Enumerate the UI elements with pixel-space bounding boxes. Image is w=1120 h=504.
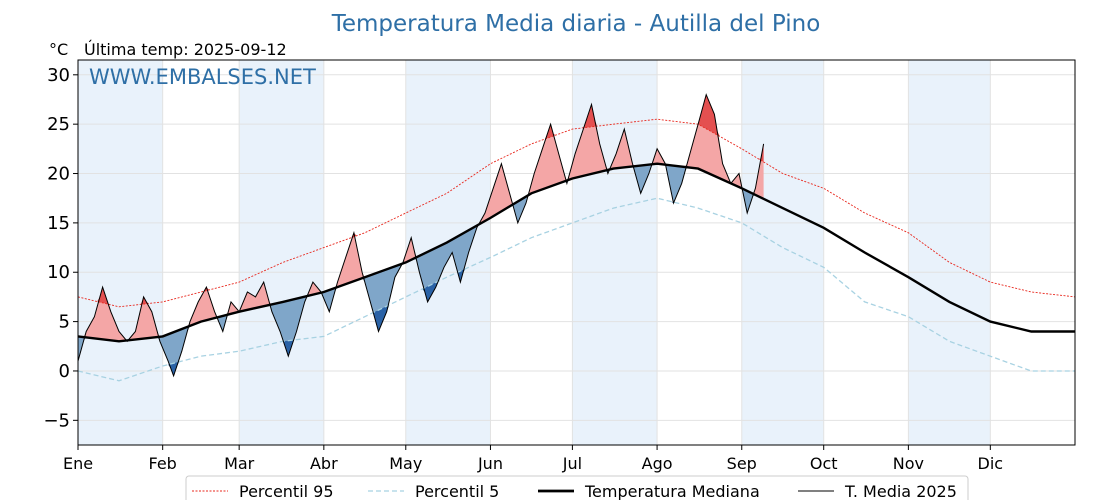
y-tick-label: 30 xyxy=(47,65,70,86)
x-tick-label: Jun xyxy=(477,454,503,473)
plot-frame xyxy=(77,59,1076,446)
month-band xyxy=(572,60,658,445)
legend-box xyxy=(185,475,969,504)
legend-label-p95: Percentil 95 xyxy=(239,482,334,500)
y-tick-label: 0 xyxy=(59,361,70,382)
y-tick-label: 10 xyxy=(47,262,70,283)
plot-area: −5 0 5 10 15 20 25 30 Ene Feb Mar Abr May Jun Jul Ago Se… xyxy=(43,59,1076,473)
watermark: WWW.EMBALSES.NET xyxy=(89,65,316,89)
fill-below-median xyxy=(78,163,764,376)
month-band xyxy=(78,60,163,445)
month-band xyxy=(741,60,824,445)
x-tick-label: Jul xyxy=(562,454,582,473)
y-tick-label: 15 xyxy=(47,213,70,234)
unit-label: °C xyxy=(49,40,68,59)
series-line-p95 xyxy=(77,118,1076,308)
last-temp-label: Última temp: 2025-09-12 xyxy=(84,40,287,59)
y-tick-label: 20 xyxy=(47,164,70,185)
y-tick-label: −5 xyxy=(43,410,70,431)
month-band xyxy=(908,60,991,445)
x-tick-label: Sep xyxy=(727,454,757,473)
x-tick-label: Ene xyxy=(63,454,93,473)
y-tick-label: 5 xyxy=(59,312,70,333)
fill-above-median xyxy=(78,94,764,342)
x-tick-label: Mar xyxy=(224,454,255,473)
x-tick-label: Nov xyxy=(893,454,924,473)
series-line-media2025 xyxy=(77,93,765,378)
x-tick-label: Feb xyxy=(149,454,177,473)
x-tick-label: Ago xyxy=(642,454,673,473)
y-tick-label: 25 xyxy=(47,114,70,135)
legend-label-median: Temperatura Mediana xyxy=(584,482,760,500)
x-tick-label: Dic xyxy=(978,454,1004,473)
legend-label-p5: Percentil 5 xyxy=(415,482,499,500)
legend: Percentil 95 Percentil 5 Temperatura Media… xyxy=(185,475,969,504)
x-tick-label: May xyxy=(389,454,422,473)
chart-title: Temperatura Media diaria - Autilla del P… xyxy=(331,11,821,37)
x-tick-label: Abr xyxy=(310,454,338,473)
legend-label-media2025: T. Media 2025 xyxy=(844,482,957,500)
x-tick-label: Oct xyxy=(810,454,838,473)
